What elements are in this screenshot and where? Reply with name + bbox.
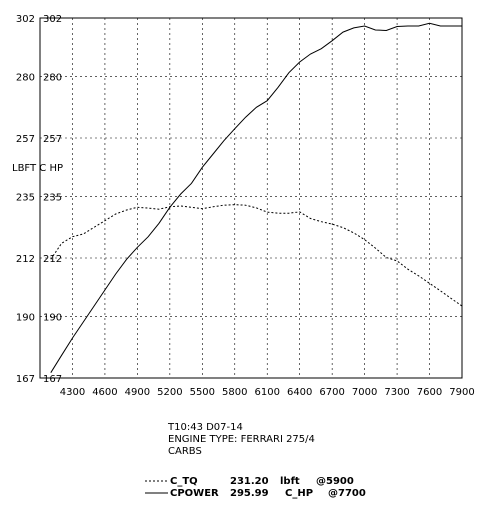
y-axis-right: 302 280 257 235 212 190 167: [43, 14, 62, 385]
legend-rpm: @5900: [316, 476, 354, 487]
legend-unit: C_HP: [285, 488, 313, 499]
y-tick-label-right: 167: [43, 374, 62, 385]
series-line-c-tq: [50, 204, 463, 307]
x-tick-label: 5500: [190, 387, 215, 398]
plot-frame: [39, 17, 463, 379]
y-tick-label-left: 235: [16, 193, 35, 204]
y-tick-label-right: 280: [43, 73, 62, 84]
y-tick-label-right: 257: [43, 134, 62, 145]
legend: C_TQ 231.20 lbft @5900 CPOWER 295.99 C_H…: [145, 476, 366, 499]
y-tick-label-left: 280: [16, 73, 35, 84]
x-tick-label: 6100: [255, 387, 280, 398]
y-tick-label-left: 257: [16, 134, 35, 145]
x-tick-label: 6700: [319, 387, 344, 398]
legend-value: 295.99: [230, 488, 269, 499]
y-tick-label-right: 235: [43, 193, 62, 204]
y-axis-left: 302 280 257 235 212 190 167: [16, 14, 35, 385]
x-axis: 4300 4600 4900 5200 5500 5800 6100 6400 6700 7000…: [60, 387, 475, 398]
x-tick-label: 7000: [352, 387, 377, 398]
info-carbs: CARBS: [168, 446, 202, 457]
y-tick-label-left: 167: [16, 374, 35, 385]
info-time-date: T10:43 D07-14: [168, 422, 243, 433]
y-tick-label-right: 302: [43, 14, 62, 25]
x-tick-label: 6400: [287, 387, 312, 398]
x-tick-label: 4900: [125, 387, 150, 398]
y-tick-label-right: 190: [43, 313, 62, 324]
legend-item-torque: C_TQ 231.20 lbft @5900: [145, 476, 354, 487]
x-tick-label: 7900: [449, 387, 474, 398]
chart-series: [50, 22, 463, 373]
y-tick-label-left: 302: [16, 14, 35, 25]
chart-grid: [40, 18, 462, 378]
y-axis-label: LBFT C HP: [12, 163, 63, 174]
x-tick-label: 7600: [417, 387, 442, 398]
legend-unit: lbft: [280, 476, 300, 487]
series-line-cpower: [50, 22, 462, 373]
x-tick-label: 4300: [60, 387, 85, 398]
legend-key: C_TQ: [170, 476, 198, 487]
x-tick-label: 7300: [384, 387, 409, 398]
y-tick-label-left: 212: [16, 254, 35, 265]
x-tick-label: 5200: [157, 387, 182, 398]
y-tick-label-left: 190: [16, 313, 35, 324]
legend-rpm: @7700: [328, 488, 366, 499]
legend-value: 231.20: [230, 476, 269, 487]
legend-key: CPOWER: [170, 488, 219, 499]
x-tick-label: 5800: [222, 387, 247, 398]
info-engine-type: ENGINE TYPE: FERRARI 275/4: [168, 434, 315, 445]
legend-item-power: CPOWER 295.99 C_HP @7700: [145, 488, 366, 499]
x-tick-label: 4600: [92, 387, 117, 398]
y-tick-label-right: 212: [43, 254, 62, 265]
